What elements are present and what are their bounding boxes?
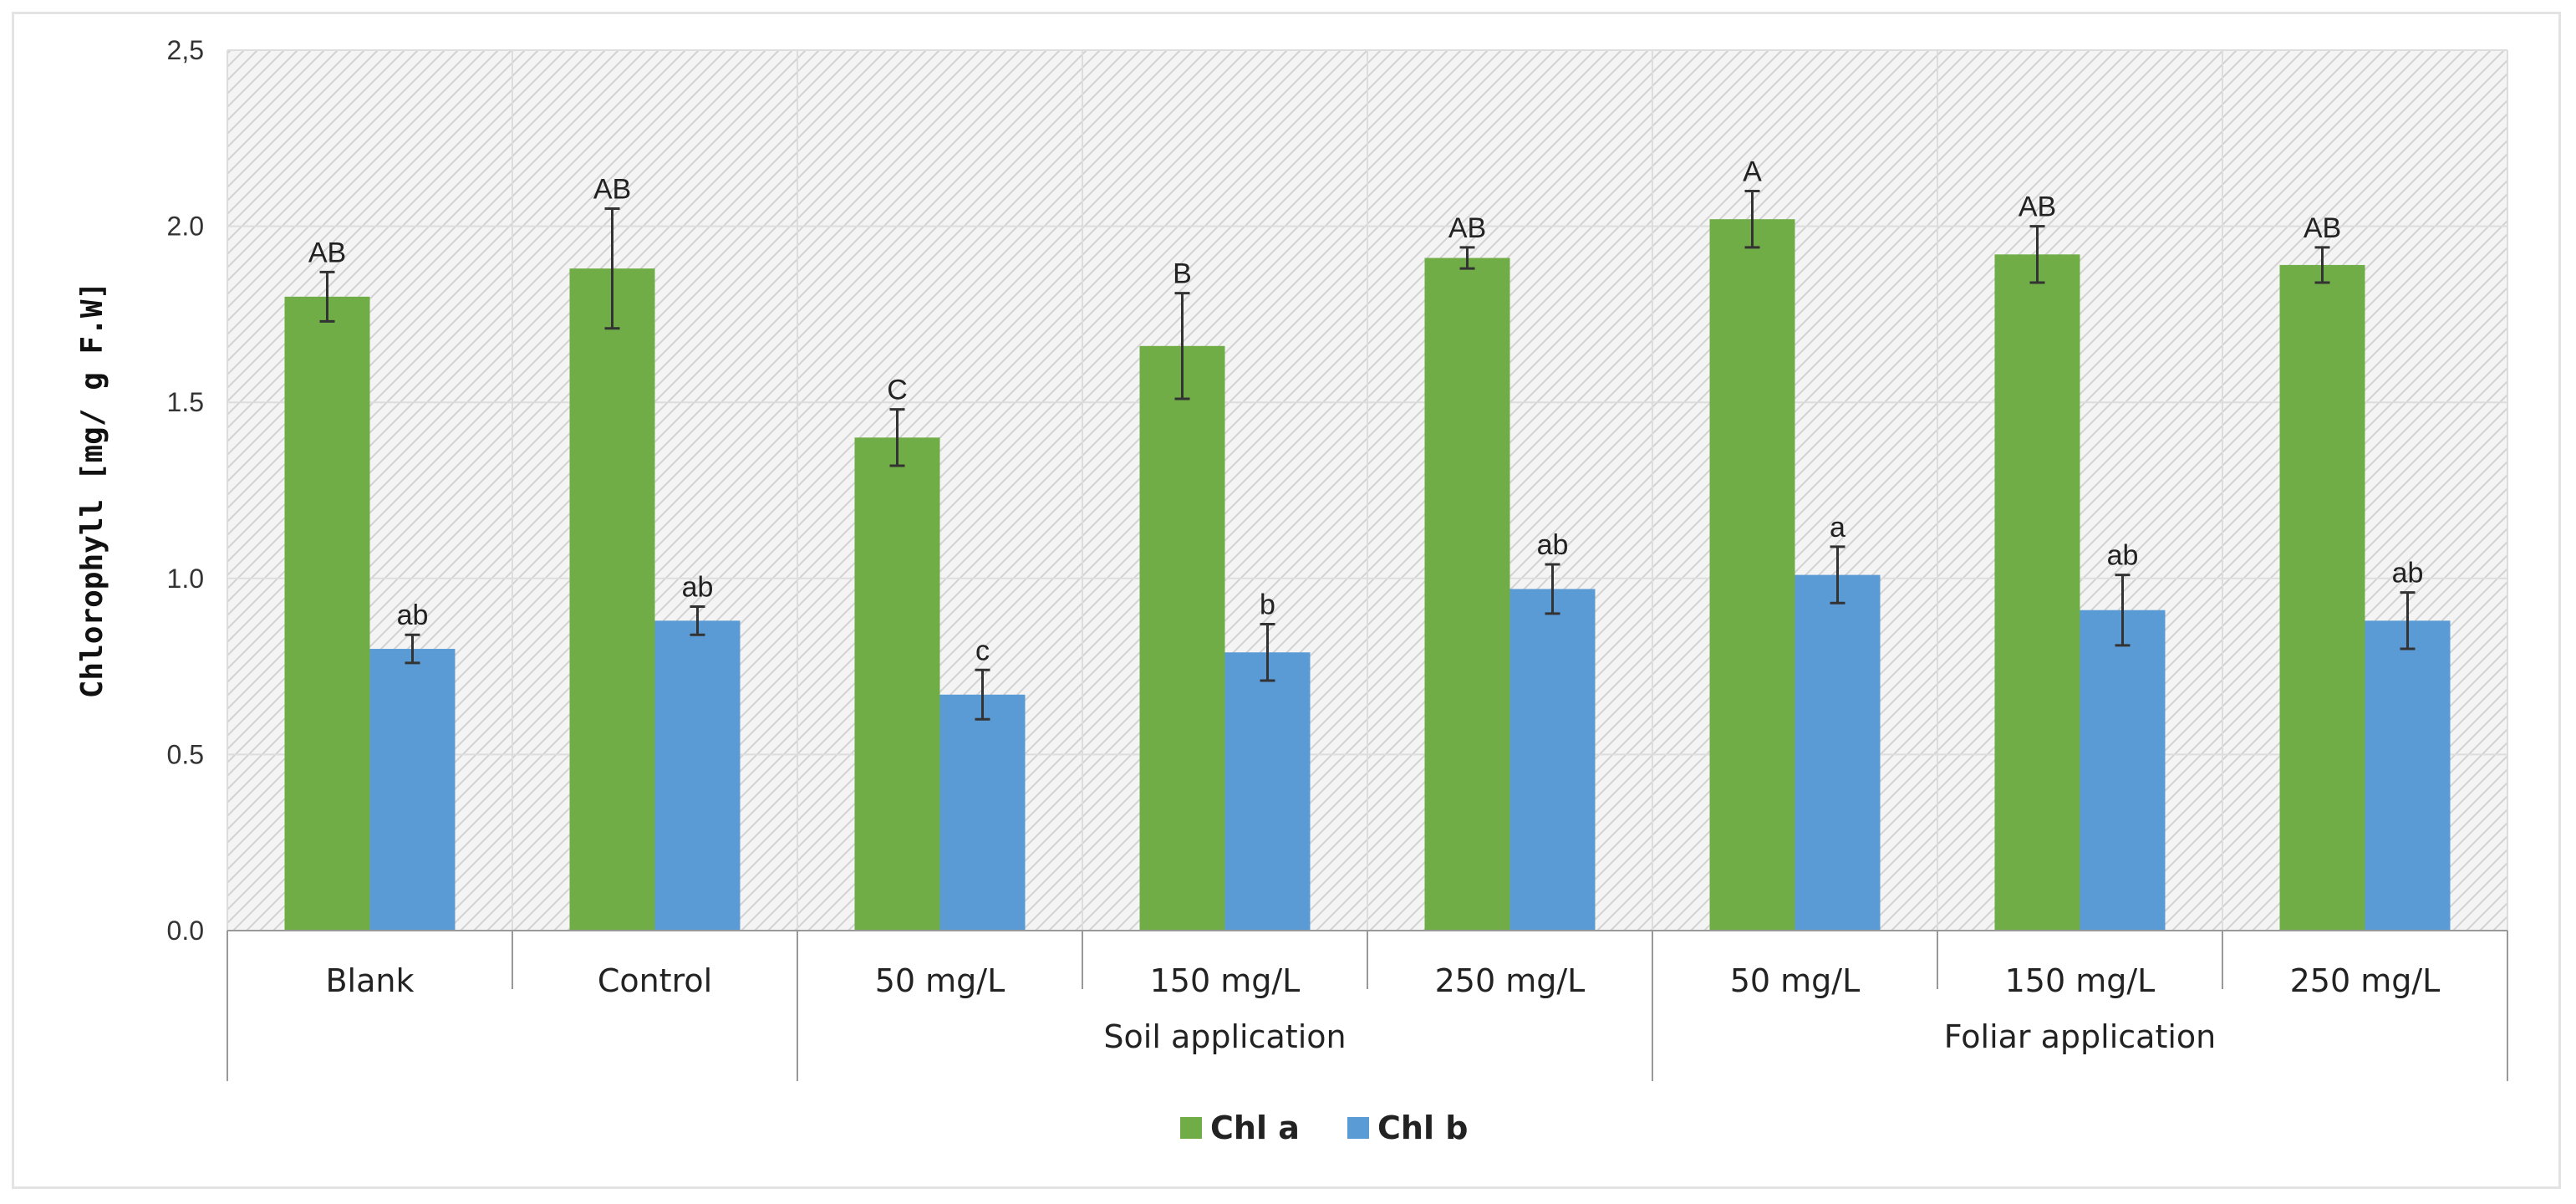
x-tick-label: 250 mg/L	[1435, 962, 1586, 999]
significance-label: B	[1173, 258, 1192, 290]
significance-label: A	[1743, 156, 1762, 187]
legend-swatch-chl-a	[1180, 1117, 1202, 1139]
significance-label: AB	[2019, 191, 2056, 223]
y-tick-label: 1.0	[167, 564, 204, 594]
significance-label: C	[887, 375, 908, 406]
bar-chl-b	[2365, 620, 2451, 931]
bar-chl-a	[854, 437, 940, 931]
x-tick-label: 150 mg/L	[1150, 962, 1301, 999]
y-tick-label: 0.0	[167, 916, 204, 946]
significance-label: a	[1830, 512, 1845, 543]
bar-chl-a	[1709, 219, 1795, 931]
significance-label: ab	[1537, 529, 1569, 561]
y-tick-label: 2,5	[167, 35, 204, 65]
significance-label: AB	[593, 174, 631, 206]
y-axis: 0.0 0.5 1.0 1.5 2.0 2,5	[167, 35, 204, 946]
significance-label: AB	[2304, 212, 2341, 244]
bar-chl-b	[2080, 610, 2166, 931]
x-tick-label: 150 mg/L	[2005, 962, 2156, 999]
y-axis-label: Chlorophyll [mg/ g F.W]	[75, 282, 109, 699]
x-tick-label: 50 mg/L	[875, 962, 1005, 999]
bar-chl-a	[1139, 345, 1225, 931]
bar-chl-b	[1224, 652, 1311, 931]
y-tick-label: 0.5	[167, 739, 204, 769]
x-tick-label: 50 mg/L	[1730, 962, 1861, 999]
y-tick-label: 2.0	[167, 212, 204, 242]
y-tick-label: 1.5	[167, 387, 204, 417]
significance-label: b	[1260, 589, 1275, 621]
x-tick-label: Control	[598, 962, 712, 999]
x-tick-label: 250 mg/L	[2290, 962, 2441, 999]
bar-chl-b	[369, 649, 456, 931]
legend-label: Chl b	[1377, 1110, 1468, 1146]
bar-chl-a	[2279, 264, 2365, 931]
significance-label: AB	[308, 237, 346, 268]
bar-chl-b	[1795, 574, 1881, 931]
x-tick-label: Blank	[325, 962, 414, 999]
significance-label: AB	[1448, 212, 1486, 244]
significance-label: ab	[682, 571, 714, 603]
bar-chl-a	[1424, 258, 1510, 931]
group-label: Soil application	[1103, 1018, 1346, 1055]
legend-swatch-chl-b	[1347, 1117, 1369, 1139]
x-axis: Blank Control 50 mg/L 150 mg/L 250 mg/L 50 mg…	[227, 930, 2508, 1081]
bar-chl-a	[284, 296, 370, 931]
significance-label: ab	[2392, 558, 2424, 589]
legend: Chl a Chl b	[1180, 1110, 1468, 1146]
gridlines	[227, 49, 2508, 931]
bar-chl-b	[1509, 589, 1596, 931]
group-label: Foliar application	[1944, 1018, 2216, 1055]
bar-chl-a	[1994, 254, 2080, 931]
significance-label: ab	[2107, 540, 2139, 572]
significance-label: ab	[397, 599, 429, 631]
bars: AB ab AB ab Cc Bb AB ab Aa AB ab AB ab	[284, 156, 2451, 931]
bar-chl-b	[654, 620, 741, 931]
bar-chl-b	[939, 694, 1026, 931]
legend-label: Chl a	[1210, 1110, 1300, 1146]
significance-label: c	[975, 635, 990, 666]
bar-chl-a	[569, 268, 655, 931]
